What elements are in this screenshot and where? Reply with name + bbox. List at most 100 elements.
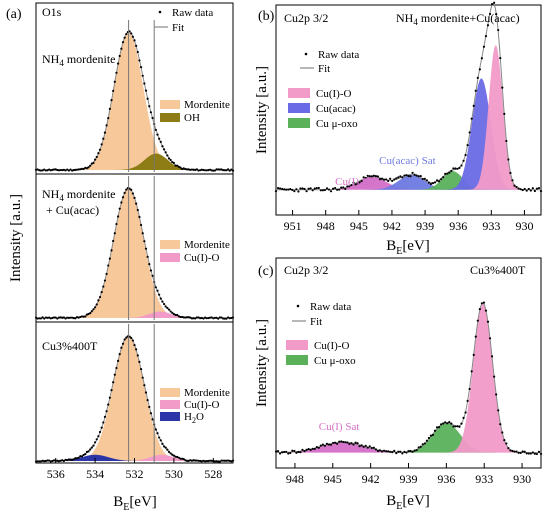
panel-a-s2-raw-point (213, 316, 217, 319)
panel-c-raw-point (311, 447, 314, 450)
panel-a-s2-raw-point (194, 317, 197, 320)
panel-c-raw-point (295, 451, 298, 454)
panel-b-raw-point (342, 186, 345, 189)
panel-a-s1-raw-point (66, 168, 69, 171)
panel-b-raw-point (499, 57, 502, 60)
panel-a-s2-raw-point (100, 290, 103, 294)
panel-c-raw-point (397, 450, 400, 453)
panel-b-raw-point (289, 187, 292, 191)
panel-c-raw-point (460, 422, 463, 425)
panel-a-s2-raw-point (228, 317, 231, 320)
panel-a-s2-raw-point (185, 316, 189, 319)
panel-a-s2-raw-point (90, 310, 93, 313)
panel-a-s1-raw-point (148, 105, 151, 108)
panel-c-raw-point (315, 446, 318, 449)
panel-c-raw-point (293, 449, 296, 453)
panel-a-s3-raw-point (174, 455, 177, 458)
panel-a-s2-raw-point (121, 196, 125, 199)
panel-b-raw-point (323, 188, 327, 192)
panel-c-raw-point (399, 450, 402, 453)
panel-a-s1-raw-point (118, 54, 121, 58)
panel-c-raw-point (435, 426, 439, 429)
panel-b-raw-point (421, 177, 424, 181)
panel-a-s2-raw-point (189, 316, 192, 319)
panel-a-s1-raw-point (222, 169, 225, 172)
panel-a-s1-raw-point (213, 169, 217, 172)
panel-a-s3-raw-point (210, 459, 213, 462)
panel-a-s2-raw-point (38, 317, 41, 320)
panel-a-tick-label: 536 (47, 467, 65, 481)
panel-c-raw-point (423, 442, 426, 445)
panel-a-s2-raw-point (34, 316, 38, 319)
panel-c-raw-point (317, 446, 320, 449)
panel-a-s3-raw-point (218, 460, 221, 463)
panel-a-s1-raw-point (34, 168, 38, 171)
panel-b-raw-point (319, 189, 322, 192)
panel-a-s2-raw-point (166, 306, 169, 310)
panel-a-s1-raw-point (56, 168, 59, 172)
panel-a-s3-raw-point (181, 457, 184, 460)
panel-a-s3-raw-point (226, 459, 230, 462)
panel-b-y-label: Intensity [a.u.] (254, 66, 270, 154)
panel-a-s2-raw-point (210, 316, 213, 319)
panel-b-raw-point (417, 175, 420, 178)
panel-b-raw-point (399, 175, 402, 178)
panel-a-s3-raw-point (225, 459, 228, 462)
panel-c-raw-point (454, 425, 457, 428)
panel-a-s2-raw-point (74, 317, 77, 320)
panel-a-s1-raw-point (107, 117, 110, 120)
panel-a-s2-raw-point (159, 297, 162, 300)
panel-b-tick-label: 951 (284, 219, 302, 233)
panel-a-s1-raw-point (141, 74, 144, 77)
panel-b-annotation-cu-acac-sat: Cu(acac) Sat (379, 155, 436, 167)
panel-a-s3-raw-point (231, 459, 235, 462)
panel-a-s1-raw-point (231, 169, 235, 172)
panel-c-raw-point (389, 450, 392, 453)
panel-a-s2-raw-point (139, 223, 143, 227)
panel-a-s3-raw-point (138, 360, 141, 363)
panel-a-tick-label: 532 (126, 467, 144, 481)
panel-b-raw-point (334, 186, 337, 190)
panel-a-s3-raw-point (82, 453, 85, 457)
panel-c-raw-point (325, 442, 329, 446)
panel-a-s3-raw-point (90, 446, 93, 449)
panel-c-raw-point (297, 450, 300, 454)
panel-a-s3-raw-point (195, 459, 198, 462)
panel-a-s2-raw-point (226, 316, 230, 319)
panel-c-tick-label: 942 (362, 472, 380, 486)
panel-a-s1-raw-point (123, 36, 126, 39)
panel-a-s3-raw-point (139, 367, 143, 371)
panel-c-raw-point (523, 450, 526, 453)
panel-b-raw-point (315, 186, 318, 190)
panel-a-s1-raw-point (195, 168, 198, 171)
panel-a-s3-raw-point (141, 376, 144, 379)
panel-a-s1-raw-point (164, 151, 167, 154)
panel-a-s1-raw-point (89, 164, 92, 167)
panel-c-raw-point (378, 449, 382, 452)
panel-a-s3-raw-point (222, 459, 225, 462)
panel-c-x-label: BE[eV] (386, 493, 430, 512)
panel-a-s2-raw-point (177, 315, 180, 318)
panel-b-raw-point (301, 187, 304, 190)
panel-a-s2-raw-point (158, 293, 161, 296)
panel-a-s1-raw-point (228, 169, 231, 172)
panel-b-raw-point (495, 12, 498, 16)
panel-c-raw-point (482, 301, 486, 304)
panel-a-s2-raw-point (57, 316, 61, 319)
panel-a-s1-raw-point (98, 148, 102, 151)
panel-b-raw-point (311, 189, 314, 192)
panel-a-s2-raw-point (97, 299, 100, 302)
panel-a-x-ticks: 536 534 532 530 528 (47, 458, 222, 481)
panel-b-raw-point (509, 171, 512, 175)
panel-a-s2-raw-point (135, 202, 138, 205)
panel-a-s1-raw-point (156, 133, 159, 136)
panel-a-s3-raw-point (108, 396, 111, 399)
legend-label-h2o: H2O (184, 411, 204, 425)
panel-c-raw-point (440, 423, 443, 426)
panel-b-raw-point (480, 57, 483, 60)
panel-c-raw-point (474, 335, 477, 338)
panel-a-s1-raw-point (212, 169, 215, 172)
panel-a-s2-raw-point (118, 207, 121, 210)
panel-c-raw-point (346, 441, 349, 444)
